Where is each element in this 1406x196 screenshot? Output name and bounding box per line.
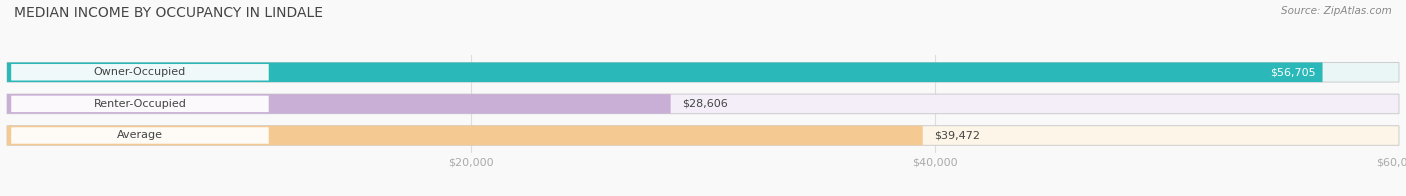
FancyBboxPatch shape — [7, 94, 1399, 114]
FancyBboxPatch shape — [11, 127, 269, 144]
FancyBboxPatch shape — [7, 94, 671, 114]
Text: MEDIAN INCOME BY OCCUPANCY IN LINDALE: MEDIAN INCOME BY OCCUPANCY IN LINDALE — [14, 6, 323, 20]
Text: Owner-Occupied: Owner-Occupied — [94, 67, 186, 77]
Text: Renter-Occupied: Renter-Occupied — [94, 99, 187, 109]
Text: $28,606: $28,606 — [682, 99, 727, 109]
FancyBboxPatch shape — [11, 64, 269, 81]
FancyBboxPatch shape — [7, 63, 1323, 82]
Text: $56,705: $56,705 — [1270, 67, 1316, 77]
Text: Average: Average — [117, 131, 163, 141]
Text: Source: ZipAtlas.com: Source: ZipAtlas.com — [1281, 6, 1392, 16]
Text: $39,472: $39,472 — [934, 131, 980, 141]
FancyBboxPatch shape — [7, 126, 922, 145]
FancyBboxPatch shape — [11, 96, 269, 112]
FancyBboxPatch shape — [7, 63, 1399, 82]
FancyBboxPatch shape — [7, 126, 1399, 145]
